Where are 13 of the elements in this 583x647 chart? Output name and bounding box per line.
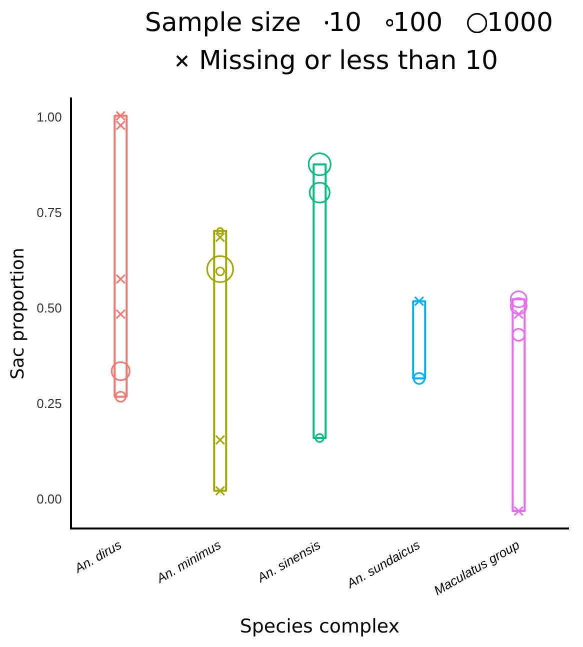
legend-title: Sample size bbox=[144, 7, 301, 40]
legend-label: 100 bbox=[393, 7, 443, 40]
y-tick-label: 0.50 bbox=[36, 300, 62, 316]
text: Missing or less than 10 bbox=[198, 45, 498, 78]
x-tick-label: An. dirus bbox=[71, 536, 124, 576]
y-axis-title: Sac proportion bbox=[7, 248, 28, 380]
y-tick-label: 0.75 bbox=[36, 204, 62, 220]
y-tick-label: 0.00 bbox=[36, 492, 62, 507]
legend-label: 1000 bbox=[486, 7, 553, 40]
legend-label: 10 bbox=[328, 7, 362, 40]
y-tick-label: 1.00 bbox=[36, 109, 62, 124]
x-axis-title: Species complex bbox=[240, 616, 400, 638]
y-tick-label: 0.25 bbox=[36, 396, 62, 411]
